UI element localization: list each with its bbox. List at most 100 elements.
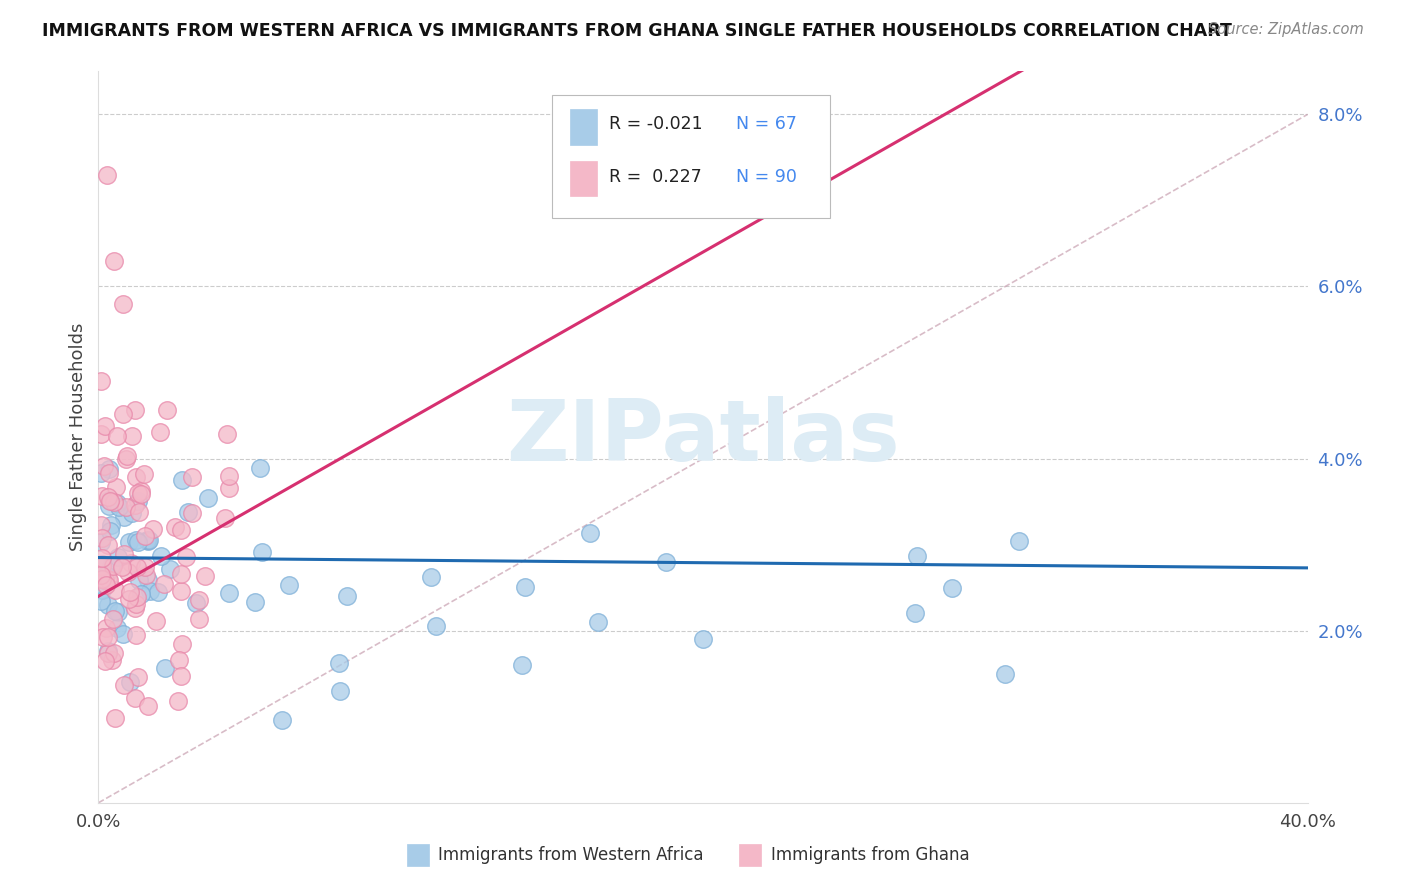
Point xyxy=(104,582,127,597)
Point xyxy=(117,449,139,463)
Point xyxy=(579,526,602,541)
Point xyxy=(127,485,149,500)
Point xyxy=(97,491,120,505)
Point xyxy=(142,522,165,536)
Point xyxy=(181,470,204,484)
Point xyxy=(128,574,150,588)
Point xyxy=(91,557,114,571)
Point xyxy=(124,499,146,513)
Point xyxy=(425,619,447,633)
Point xyxy=(104,603,127,617)
Point xyxy=(994,666,1017,681)
Point xyxy=(138,533,160,547)
Point xyxy=(159,562,181,576)
Point xyxy=(90,518,112,533)
Point xyxy=(97,630,120,644)
Point xyxy=(98,499,121,513)
Point xyxy=(170,566,193,581)
Point xyxy=(91,551,114,566)
Point xyxy=(111,296,134,310)
Point xyxy=(125,597,148,611)
Point xyxy=(692,632,714,647)
Point xyxy=(139,583,162,598)
Point xyxy=(103,646,125,660)
Point xyxy=(112,627,135,641)
Point xyxy=(98,493,121,508)
Point xyxy=(97,598,120,612)
Text: R =  0.227: R = 0.227 xyxy=(609,169,702,186)
Text: Immigrants from Ghana: Immigrants from Ghana xyxy=(770,847,969,864)
Point xyxy=(145,614,167,628)
Point xyxy=(97,538,120,552)
Point xyxy=(93,573,115,587)
Point xyxy=(98,573,121,587)
Point xyxy=(218,586,240,600)
Point xyxy=(105,496,128,510)
Point xyxy=(127,670,149,684)
Point xyxy=(97,644,120,658)
Point xyxy=(107,549,129,564)
Point xyxy=(115,500,138,514)
Point xyxy=(166,694,188,708)
Point xyxy=(96,578,118,592)
Point xyxy=(136,533,159,547)
Text: R = -0.021: R = -0.021 xyxy=(609,115,703,133)
Point xyxy=(90,572,112,586)
Point xyxy=(121,506,143,520)
Point xyxy=(98,492,121,507)
Point xyxy=(94,568,117,582)
Point xyxy=(513,580,536,594)
Text: Immigrants from Western Africa: Immigrants from Western Africa xyxy=(439,847,703,864)
Text: N = 90: N = 90 xyxy=(735,169,797,186)
Point xyxy=(170,584,193,599)
Point xyxy=(218,481,240,495)
Point xyxy=(125,627,148,641)
Point xyxy=(103,558,125,573)
Point xyxy=(218,469,240,483)
Point xyxy=(105,480,128,494)
Point xyxy=(103,495,125,509)
Point xyxy=(172,637,194,651)
Point xyxy=(214,511,236,525)
Point xyxy=(135,568,157,582)
Point xyxy=(111,560,134,574)
Point xyxy=(104,711,127,725)
Bar xyxy=(569,110,596,145)
Point xyxy=(278,578,301,592)
Point xyxy=(177,505,200,519)
Point xyxy=(245,594,267,608)
Point xyxy=(188,593,211,607)
Point xyxy=(91,558,114,573)
Point xyxy=(114,548,136,562)
Point xyxy=(125,470,148,484)
Point xyxy=(118,535,141,549)
Point xyxy=(117,565,139,579)
Point xyxy=(941,581,963,595)
Point xyxy=(136,698,159,713)
Point xyxy=(156,402,179,417)
Point xyxy=(510,658,533,673)
Point xyxy=(153,576,176,591)
Bar xyxy=(406,845,429,866)
Point xyxy=(90,374,112,388)
Point xyxy=(146,585,169,599)
Point xyxy=(101,653,124,667)
Point xyxy=(1008,534,1031,549)
Point xyxy=(97,646,120,660)
Point xyxy=(114,452,136,467)
Point xyxy=(96,168,118,182)
Y-axis label: Single Father Households: Single Father Households xyxy=(69,323,87,551)
Point xyxy=(97,462,120,476)
Point xyxy=(90,568,112,582)
Point xyxy=(167,653,190,667)
Point xyxy=(170,669,193,683)
FancyBboxPatch shape xyxy=(551,95,830,218)
Point xyxy=(107,606,129,620)
Point xyxy=(121,429,143,443)
Point xyxy=(129,483,152,498)
Point xyxy=(97,572,120,586)
Point xyxy=(149,425,172,440)
Bar xyxy=(569,161,596,195)
Point xyxy=(136,573,159,587)
Point xyxy=(270,713,292,727)
